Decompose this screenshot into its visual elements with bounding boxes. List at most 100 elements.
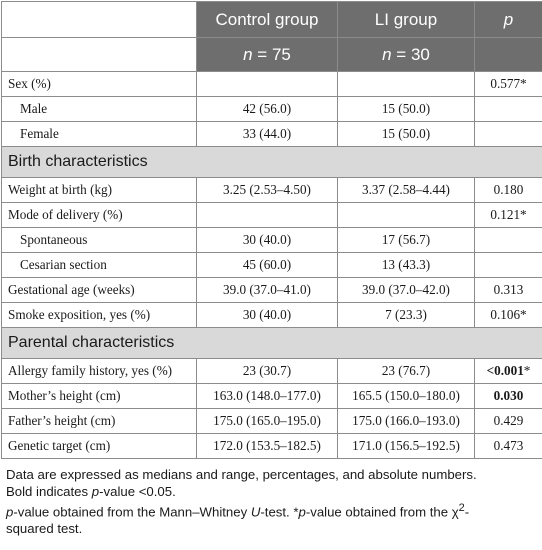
p-value	[474, 227, 542, 253]
p-value	[474, 252, 542, 278]
n-symbol: n	[243, 44, 253, 64]
control-value	[196, 71, 338, 97]
control-value: 30 (40.0)	[196, 302, 338, 328]
li-value	[337, 71, 475, 97]
table-row: Spontaneous 30 (40.0) 17 (56.7)	[1, 227, 542, 253]
table-row: Gestational age (weeks) 39.0 (37.0–41.0)…	[1, 277, 542, 303]
li-n-value: = 30	[391, 44, 430, 64]
li-value: 15 (50.0)	[337, 121, 475, 147]
li-value: 171.0 (156.5–192.5)	[337, 433, 475, 459]
row-label: Cesarian section	[1, 252, 197, 278]
section-title: Parental characteristics	[1, 327, 542, 359]
row-label: Spontaneous	[1, 227, 197, 253]
p-value: 0.121*	[474, 202, 542, 228]
footnote-text: -value obtained from the Mann–Whitney	[13, 504, 251, 520]
table-row: Allergy family history, yes (%) 23 (30.7…	[1, 358, 542, 384]
table-row: Weight at birth (kg) 3.25 (2.53–4.50) 3.…	[1, 177, 542, 203]
header-li-n: n = 30	[337, 37, 475, 72]
p-value: 0.577*	[474, 71, 542, 97]
row-label: Genetic target (cm)	[1, 433, 197, 459]
control-value: 45 (60.0)	[196, 252, 338, 278]
row-label: Mother’s height (cm)	[1, 383, 197, 409]
control-value: 42 (56.0)	[196, 96, 338, 122]
section-row-parental: Parental characteristics	[1, 327, 542, 359]
data-table: Control group LI group p n = 75 n = 30 S…	[1, 1, 542, 459]
footnote-text: -test. *	[260, 504, 299, 520]
footnote-text: Bold indicates	[6, 484, 92, 499]
row-label: Weight at birth (kg)	[1, 177, 197, 203]
footnote-text: -value <0.05.	[99, 484, 176, 499]
table-row: Cesarian section 45 (60.0) 13 (43.3)	[1, 252, 542, 278]
li-value	[337, 202, 475, 228]
section-row-birth: Birth characteristics	[1, 146, 542, 178]
p-value-bold: <0.001	[486, 363, 524, 378]
table-footnotes: Data are expressed as medians and range,…	[6, 466, 542, 537]
footnote-text: -	[464, 504, 470, 520]
header-p: p	[474, 1, 542, 38]
footnote-u-symbol: U	[250, 504, 261, 520]
p-value: 0.030	[474, 383, 542, 409]
footnote-line: squared test.	[6, 521, 83, 537]
row-label: Father’s height (cm)	[1, 408, 197, 434]
control-value	[196, 202, 338, 228]
control-value: 175.0 (165.0–195.0)	[196, 408, 338, 434]
table-row: Mode of delivery (%) 0.121*	[1, 202, 542, 228]
header-control-group: Control group	[196, 1, 338, 38]
li-value: 175.0 (166.0–193.0)	[337, 408, 475, 434]
row-label: Male	[1, 96, 197, 122]
control-value: 172.0 (153.5–182.5)	[196, 433, 338, 459]
row-label: Smoke exposition, yes (%)	[1, 302, 197, 328]
row-label: Mode of delivery (%)	[1, 202, 197, 228]
row-label: Female	[1, 121, 197, 147]
p-value: 0.180	[474, 177, 542, 203]
control-value: 23 (30.7)	[196, 358, 338, 384]
p-value: <0.001*	[474, 358, 542, 384]
li-value: 23 (76.7)	[337, 358, 475, 384]
footnote-line: p-value obtained from the Mann–Whitney U…	[6, 500, 542, 520]
footnote-p-symbol: p	[6, 504, 14, 520]
li-value: 15 (50.0)	[337, 96, 475, 122]
table-row: Sex (%) 0.577*	[1, 71, 542, 97]
p-value	[474, 96, 542, 122]
table-row: Female 33 (44.0) 15 (50.0)	[1, 121, 542, 147]
header-control-n: n = 75	[196, 37, 338, 72]
row-label: Sex (%)	[1, 71, 197, 97]
footnote-line: Bold indicates p-value <0.05.	[6, 483, 542, 500]
control-value: 39.0 (37.0–41.0)	[196, 277, 338, 303]
header-n-p-empty	[474, 37, 542, 72]
row-label: Allergy family history, yes (%)	[1, 358, 197, 384]
table-row: Male 42 (56.0) 15 (50.0)	[1, 96, 542, 122]
p-value: 0.313	[474, 277, 542, 303]
section-title: Birth characteristics	[1, 146, 542, 178]
control-n-value: = 75	[252, 44, 291, 64]
header-row: Control group LI group p	[1, 1, 542, 38]
footnote-line: Data are expressed as medians and range,…	[6, 467, 477, 482]
li-value: 13 (43.3)	[337, 252, 475, 278]
footnote-superscript: 2	[458, 502, 465, 514]
p-value	[474, 121, 542, 147]
row-label: Gestational age (weeks)	[1, 277, 197, 303]
li-value: 39.0 (37.0–42.0)	[337, 277, 475, 303]
header-empty-cell	[1, 1, 197, 38]
n-symbol: n	[382, 44, 392, 64]
li-value: 7 (23.3)	[337, 302, 475, 328]
header-n-empty-cell	[1, 37, 197, 72]
p-value: 0.429	[474, 408, 542, 434]
footnote-p-symbol: p	[91, 484, 100, 499]
control-value: 3.25 (2.53–4.50)	[196, 177, 338, 203]
li-value: 17 (56.7)	[337, 227, 475, 253]
footnote-text: -value obtained from the χ	[305, 504, 459, 520]
header-li-group: LI group	[337, 1, 475, 38]
table-row: Smoke exposition, yes (%) 30 (40.0) 7 (2…	[1, 302, 542, 328]
table-row: Father’s height (cm) 175.0 (165.0–195.0)…	[1, 408, 542, 434]
p-value-suffix: *	[523, 363, 531, 378]
p-value: 0.106*	[474, 302, 542, 328]
p-value: 0.473	[474, 433, 542, 459]
li-value: 165.5 (150.0–180.0)	[337, 383, 475, 409]
footnote-p-symbol: p	[298, 504, 306, 520]
li-value: 3.37 (2.58–4.44)	[337, 177, 475, 203]
header-n-row: n = 75 n = 30	[1, 37, 542, 72]
table-row: Genetic target (cm) 172.0 (153.5–182.5) …	[1, 433, 542, 459]
control-value: 30 (40.0)	[196, 227, 338, 253]
table-row: Mother’s height (cm) 163.0 (148.0–177.0)…	[1, 383, 542, 409]
